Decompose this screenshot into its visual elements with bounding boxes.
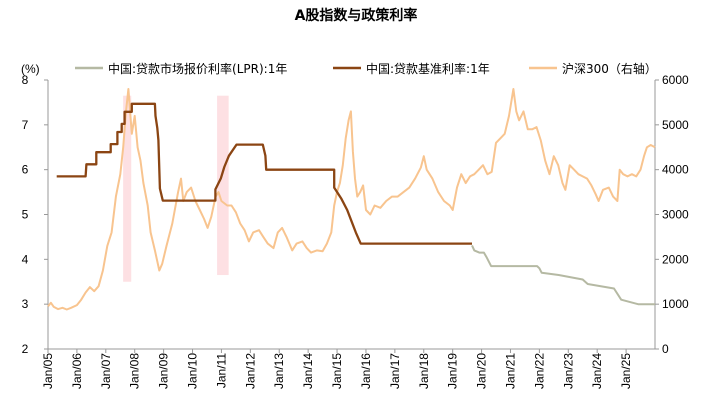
left-tick-label: 5 xyxy=(22,208,29,222)
series-line-hs300 xyxy=(47,88,656,311)
x-tick-label: Jan/15 xyxy=(330,353,344,389)
chart-title: A股指数与政策利率 xyxy=(295,7,418,24)
x-tick-label: Jan/24 xyxy=(590,353,604,389)
x-tick-label: Jan/19 xyxy=(446,353,460,389)
right-tick-label: 0 xyxy=(662,342,669,356)
x-tick-label: Jan/09 xyxy=(157,353,171,389)
left-tick-label: 4 xyxy=(22,252,29,266)
x-tick-label: Jan/08 xyxy=(128,353,142,389)
left-tick-label: 2 xyxy=(22,342,29,356)
axes xyxy=(44,79,659,353)
x-tick-label: Jan/05 xyxy=(41,353,55,389)
x-tick-label: Jan/07 xyxy=(99,353,113,389)
legend-label-hs300: 沪深300（右轴） xyxy=(562,61,657,76)
left-tick-label: 3 xyxy=(22,297,29,311)
x-tick-label: Jan/06 xyxy=(70,353,84,389)
x-tick-label: Jan/13 xyxy=(272,353,286,389)
left-tick-label: 8 xyxy=(22,73,29,87)
tick-labels: 2 3 4 5 6 7 8 0 1000 2000 3000 4000 5000 6000 Jan/05 Ja… xyxy=(22,73,689,389)
shaded-period xyxy=(123,95,132,282)
left-tick-label: 7 xyxy=(22,118,29,132)
x-tick-label: Jan/21 xyxy=(503,353,517,389)
right-tick-label: 1000 xyxy=(662,297,689,311)
series-line-lpr xyxy=(471,244,655,306)
right-tick-label: 3000 xyxy=(662,208,689,222)
legend-label-benchmark-rate: 中国:贷款基准利率:1年 xyxy=(366,61,490,76)
x-tick-label: Jan/11 xyxy=(214,353,228,388)
shaded-periods xyxy=(123,95,229,282)
right-tick-label: 2000 xyxy=(662,252,689,266)
right-tick-label: 5000 xyxy=(662,118,689,132)
x-tick-label: Jan/18 xyxy=(417,353,431,389)
left-axis-unit: (%) xyxy=(21,62,40,76)
legend-label-lpr: 中国:贷款市场报价利率(LPR):1年 xyxy=(108,61,287,76)
x-tick-label: Jan/10 xyxy=(186,353,200,389)
x-tick-label: Jan/25 xyxy=(619,353,633,389)
left-tick-label: 6 xyxy=(22,163,29,177)
x-tick-label: Jan/20 xyxy=(475,353,489,389)
right-tick-label: 6000 xyxy=(662,73,689,87)
x-tick-label: Jan/22 xyxy=(532,353,546,389)
x-tick-label: Jan/16 xyxy=(359,353,373,389)
shaded-period xyxy=(217,95,229,276)
legend: 中国:贷款市场报价利率(LPR):1年 中国:贷款基准利率:1年 沪深300（右… xyxy=(75,61,657,76)
series-lines xyxy=(47,88,656,311)
x-tick-label: Jan/23 xyxy=(561,353,575,389)
x-tick-label: Jan/14 xyxy=(301,353,315,389)
x-tick-label: Jan/12 xyxy=(243,353,257,389)
series-line-benchmark-rate xyxy=(56,102,472,245)
x-tick-label: Jan/17 xyxy=(388,353,402,389)
right-tick-label: 4000 xyxy=(662,163,689,177)
